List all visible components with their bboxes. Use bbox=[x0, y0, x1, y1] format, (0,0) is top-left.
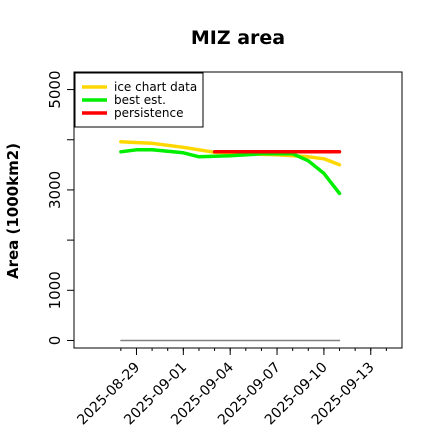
legend-label: ice chart data bbox=[114, 80, 197, 94]
series-lines bbox=[119, 140, 342, 342]
y-tick-label: 1000 bbox=[46, 271, 64, 309]
y-tick-label: 0 bbox=[46, 336, 64, 346]
y-tick-label: 3000 bbox=[46, 171, 64, 209]
y-axis: 0 1000 3000 5000 bbox=[46, 70, 74, 345]
legend-label: best est. bbox=[114, 93, 166, 107]
x-axis: 2025-08-292025-09-012025-09-042025-09-07… bbox=[74, 348, 387, 428]
legend-label: persistence bbox=[114, 106, 183, 120]
series-line-best-est- bbox=[119, 148, 342, 196]
y-axis-label: Area (1000km2) bbox=[4, 143, 22, 279]
chart-title: MIZ area bbox=[191, 27, 285, 49]
y-tick-label: 5000 bbox=[46, 70, 64, 108]
plot-frame bbox=[73, 71, 403, 349]
